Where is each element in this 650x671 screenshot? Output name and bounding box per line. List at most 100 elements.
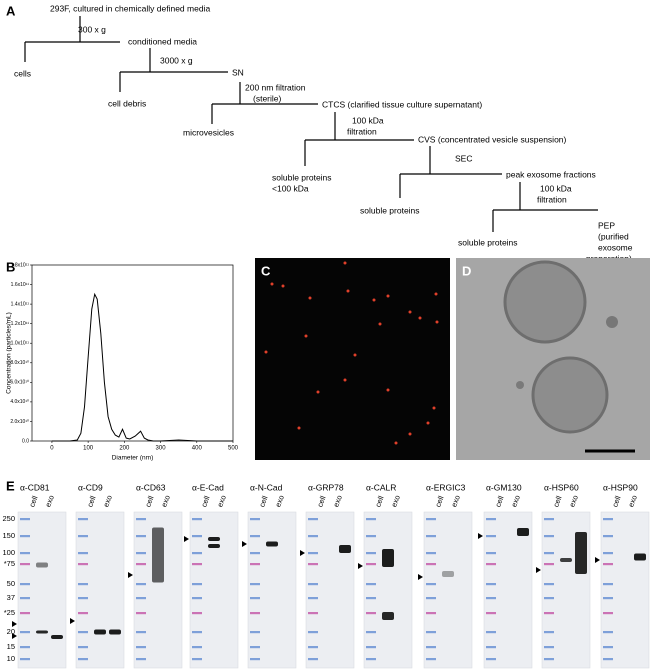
- ladder-band: [544, 563, 554, 566]
- lane-label: exo: [43, 494, 56, 508]
- ladder-band: [20, 583, 30, 586]
- ladder-band: [136, 583, 146, 586]
- band-arrow: [595, 557, 600, 563]
- branch: [492, 182, 598, 232]
- ladder-band: [192, 535, 202, 538]
- ladder-band: [78, 631, 88, 634]
- blot: [305, 511, 355, 669]
- particle: [343, 261, 347, 265]
- blot: [75, 511, 125, 669]
- flow-step: 100 kDa: [540, 183, 572, 193]
- antibody-label: α-CALR: [366, 482, 396, 492]
- ladder-band: [308, 658, 318, 661]
- ladder-band: [250, 563, 260, 566]
- marker-label: 250: [2, 514, 15, 523]
- size-distribution: [51, 292, 233, 442]
- antibody-label: α-HSP90: [603, 482, 638, 492]
- flow-step: conditioned media: [128, 36, 197, 46]
- particle: [426, 421, 430, 425]
- ladder-band: [78, 518, 88, 521]
- ladder-band: [603, 631, 613, 634]
- ladder-band: [192, 583, 202, 586]
- plot-frame: [31, 264, 234, 442]
- ladder-band: [308, 552, 318, 555]
- protein-band: [36, 562, 48, 568]
- exosome: [503, 260, 587, 344]
- band-arrow: [418, 574, 423, 580]
- band-arrow: [242, 541, 247, 547]
- lane-label: exo: [331, 494, 344, 508]
- ladder-band: [366, 583, 376, 586]
- ladder-band: [308, 612, 318, 615]
- lane-label: exo: [273, 494, 286, 508]
- band-arrow: [358, 563, 363, 569]
- band-arrow: [12, 621, 17, 627]
- exosome: [531, 356, 609, 434]
- ladder-band: [603, 535, 613, 538]
- flow-step: SEC: [455, 153, 472, 163]
- marker-label: 20: [7, 627, 15, 636]
- branch: [211, 82, 318, 124]
- debris: [606, 316, 618, 328]
- particle: [372, 298, 376, 302]
- ladder-band: [20, 552, 30, 555]
- ladder-band: [426, 563, 436, 566]
- panel-label: C: [261, 263, 271, 278]
- band-arrow: [128, 572, 133, 578]
- band-arrow: [184, 536, 189, 542]
- band-arrow: [478, 533, 483, 539]
- ladder-band: [366, 552, 376, 555]
- ladder-band: [192, 597, 202, 600]
- particle: [270, 282, 274, 286]
- x-tick-label: 200: [119, 446, 130, 452]
- flow-step: CTCS (clarified tissue culture supernata…: [322, 99, 482, 109]
- ladder-band: [192, 518, 202, 521]
- flow-step: 3000 x g: [160, 55, 193, 65]
- flow-step: 100 kDa: [352, 115, 384, 125]
- lane-label: cell: [315, 494, 327, 508]
- ladder-band: [486, 658, 496, 661]
- y-tick-label: 6.0x10¹⁰: [10, 380, 29, 386]
- particle: [418, 316, 422, 320]
- ladder-band: [308, 563, 318, 566]
- ladder-band: [486, 552, 496, 555]
- branch: [119, 48, 228, 92]
- fluorescence-image: [255, 258, 450, 460]
- ladder-band: [486, 631, 496, 634]
- protein-band: [109, 629, 121, 635]
- ladder-band: [250, 518, 260, 521]
- flow-step: exosome: [598, 242, 633, 252]
- ladder-band: [426, 597, 436, 600]
- blot: [600, 511, 650, 669]
- particle: [308, 296, 312, 300]
- ladder-band: [603, 583, 613, 586]
- band-arrow: [536, 567, 541, 573]
- ladder-band: [366, 535, 376, 538]
- ladder-band: [544, 646, 554, 649]
- ladder-band: [426, 631, 436, 634]
- particle: [316, 390, 320, 394]
- particle: [281, 284, 285, 288]
- ladder-band: [250, 646, 260, 649]
- ladder-band: [136, 535, 146, 538]
- lane-label: exo: [509, 494, 522, 508]
- blot: [363, 511, 413, 669]
- ladder-band: [78, 552, 88, 555]
- x-axis-label: Diameter (nm): [112, 455, 154, 462]
- ladder-band: [136, 612, 146, 615]
- ladder-band: [250, 597, 260, 600]
- band-arrow: [70, 618, 75, 624]
- protein-band: [560, 558, 572, 562]
- protein-band: [339, 545, 351, 553]
- antibody-label: α-E-Cad: [192, 482, 224, 492]
- lane-label: cell: [433, 494, 445, 508]
- ladder-band: [20, 535, 30, 538]
- branch: [304, 112, 414, 166]
- particle: [353, 353, 357, 357]
- lane-label: cell: [610, 494, 622, 508]
- flow-step: <100 kDa: [272, 183, 309, 193]
- y-tick-label: 1.0x10¹¹: [11, 341, 30, 347]
- particle: [297, 426, 301, 430]
- ladder-band: [308, 597, 318, 600]
